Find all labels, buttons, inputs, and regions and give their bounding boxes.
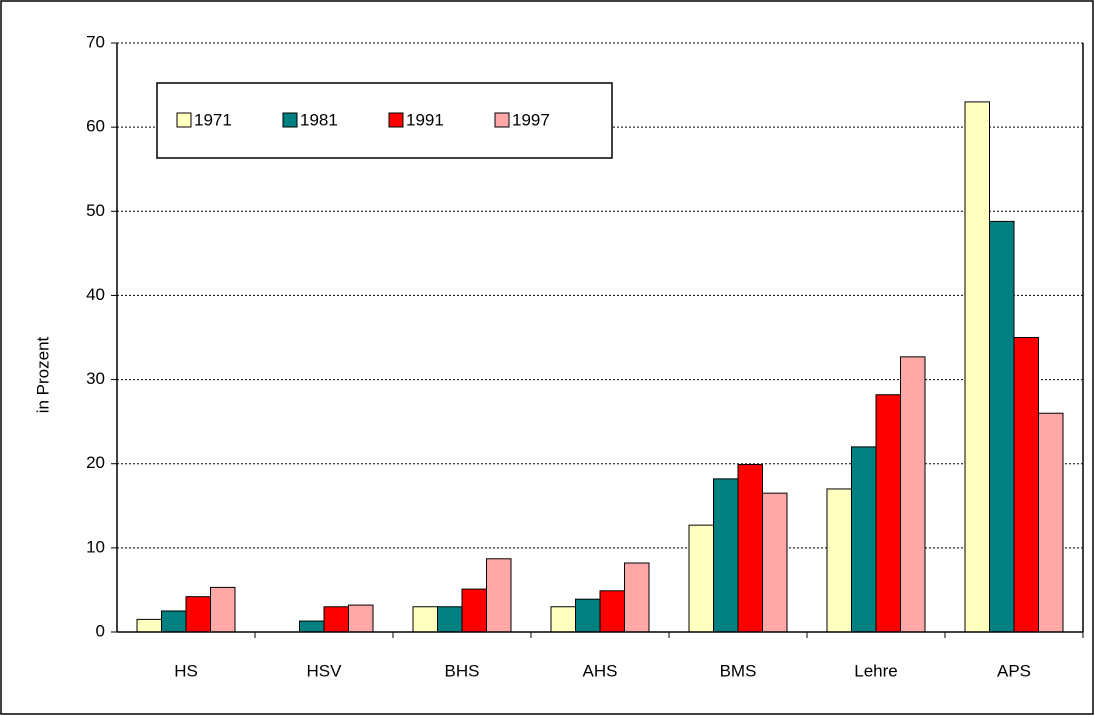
bar (964, 101, 990, 633)
bar (713, 478, 739, 633)
bar (348, 604, 374, 633)
x-tick-label: HSV (307, 661, 343, 680)
bar (136, 618, 162, 633)
bar (624, 562, 650, 633)
y-tick-label: 40 (86, 285, 105, 304)
y-tick-label: 50 (86, 201, 105, 220)
bar (412, 606, 438, 633)
legend-label: 1991 (406, 110, 444, 129)
legend-box (156, 82, 613, 159)
bar (550, 606, 576, 633)
bar (323, 606, 349, 633)
bar (461, 588, 487, 633)
legend-label: 1997 (512, 110, 550, 129)
y-tick-label: 60 (86, 117, 105, 136)
legend-swatch (282, 112, 298, 128)
bar (1013, 337, 1039, 633)
x-tick-label: BHS (445, 661, 480, 680)
legend-swatch (388, 112, 404, 128)
bar (299, 620, 325, 633)
bar (688, 524, 714, 633)
bar (875, 394, 901, 633)
bar (599, 590, 625, 633)
bar (575, 598, 601, 633)
y-axis-label: in Prozent (33, 336, 52, 413)
bar (826, 488, 852, 633)
legend-label: 1971 (194, 110, 232, 129)
y-tick-label: 10 (86, 537, 105, 556)
legend-swatch (494, 112, 510, 128)
bar (486, 558, 512, 633)
bar (210, 586, 236, 633)
bar (161, 610, 187, 633)
bar (1038, 412, 1064, 633)
legend-label: 1981 (300, 110, 338, 129)
bar (437, 606, 463, 633)
x-tick-label: HS (174, 661, 198, 680)
bar (737, 464, 763, 633)
y-tick-label: 30 (86, 369, 105, 388)
x-tick-label: AHS (583, 661, 618, 680)
bar (185, 596, 211, 633)
x-tick-label: Lehre (854, 661, 897, 680)
bar (989, 220, 1015, 633)
bar (900, 356, 926, 633)
y-tick-label: 20 (86, 453, 105, 472)
y-tick-label: 70 (86, 32, 105, 51)
bar (762, 492, 788, 633)
x-tick-label: BMS (720, 661, 757, 680)
legend-swatch (176, 112, 192, 128)
x-tick-label: APS (997, 661, 1031, 680)
bar (851, 446, 877, 633)
y-tick-label: 0 (96, 621, 105, 640)
